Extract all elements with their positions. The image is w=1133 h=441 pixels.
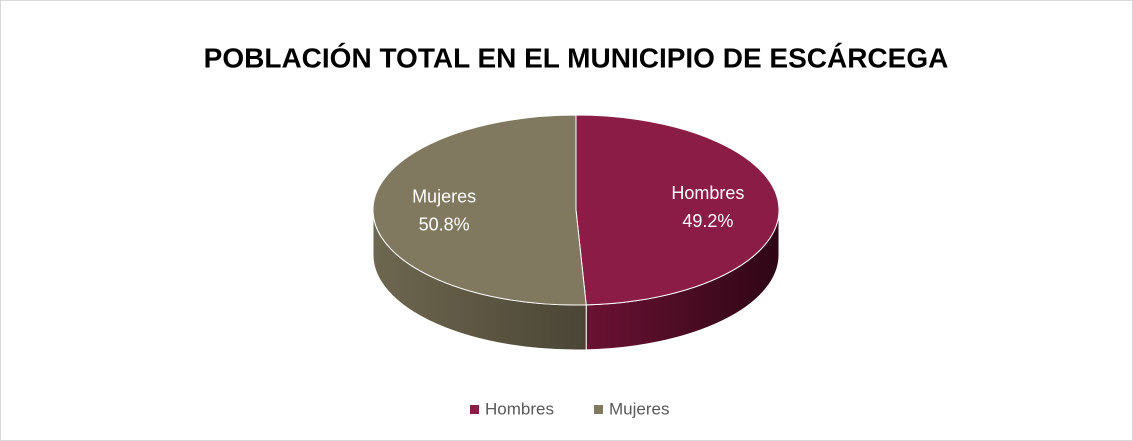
- legend-label: Mujeres: [609, 399, 669, 418]
- data-label: 49.2%: [682, 211, 733, 231]
- slice: [575, 114, 780, 306]
- data-label-name: Hombres: [671, 183, 744, 203]
- legend-swatch: [470, 405, 479, 414]
- data-label: 50.8%: [419, 214, 470, 234]
- legend-swatch: [594, 405, 603, 414]
- slice: [372, 114, 587, 306]
- legend-label: Hombres: [485, 399, 554, 418]
- chart-title: POBLACIÓN TOTAL EN EL MUNICIPIO DE ESCÁR…: [204, 42, 949, 73]
- data-label-name: Mujeres: [412, 186, 476, 206]
